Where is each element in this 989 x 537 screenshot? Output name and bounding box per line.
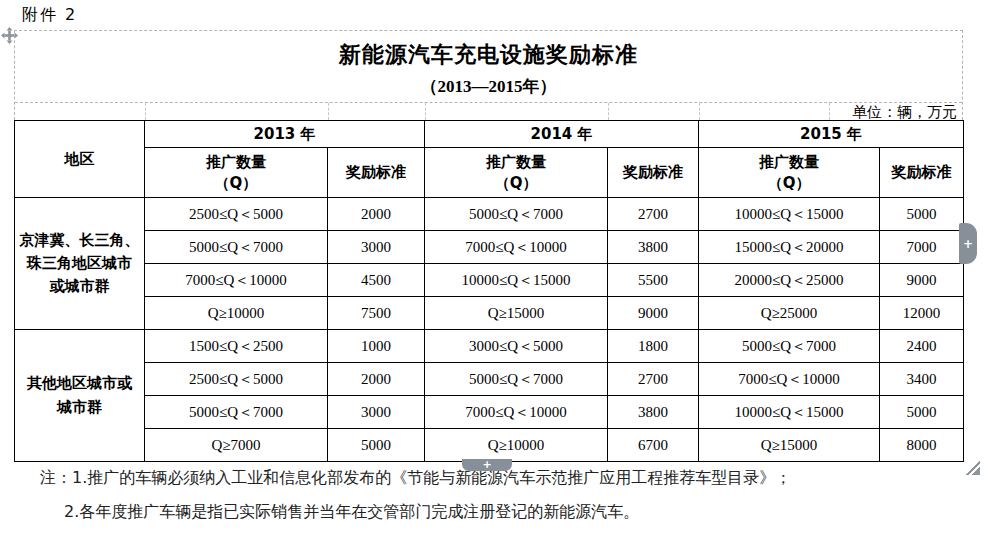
data-cell: 9000 bbox=[608, 297, 699, 330]
table-resize-handle-icon[interactable] bbox=[966, 461, 980, 475]
region-header-cell: 地区 bbox=[15, 121, 145, 198]
add-column-button[interactable]: + bbox=[959, 223, 977, 264]
note-line-2: 2.各年度推广车辆是指已实际销售并当年在交管部门完成注册登记的新能源汽车。 bbox=[64, 502, 964, 523]
data-cell: 5000≤Q＜7000 bbox=[425, 198, 608, 231]
data-cell: 2500≤Q＜5000 bbox=[145, 198, 328, 231]
table-row: Q≥7000 5000 Q≥10000 6700 Q≥15000 8000 bbox=[15, 429, 964, 462]
data-cell: 3800 bbox=[608, 231, 699, 264]
data-cell: 3800 bbox=[608, 396, 699, 429]
gridline-tick bbox=[829, 103, 830, 120]
region-name-cell: 其他地区城市或 城市群 bbox=[15, 330, 145, 462]
data-cell: Q≥15000 bbox=[699, 429, 880, 462]
data-cell: 2700 bbox=[608, 198, 699, 231]
reward-standards-table: 地区 2013 年 2014 年 2015 年 推广数量 （Q） 奖励标准 推广… bbox=[14, 120, 964, 462]
table-row: 7000≤Q＜10000 4500 10000≤Q＜15000 5500 200… bbox=[15, 264, 964, 297]
data-cell: 10000≤Q＜15000 bbox=[699, 396, 880, 429]
data-cell: 5000≤Q＜7000 bbox=[425, 363, 608, 396]
sub-header-row: 推广数量 （Q） 奖励标准 推广数量 （Q） 奖励标准 推广数量 （Q） 奖励标… bbox=[15, 148, 964, 198]
reward-header-2013: 奖励标准 bbox=[328, 148, 425, 198]
data-cell: 1800 bbox=[608, 330, 699, 363]
data-cell: 4500 bbox=[328, 264, 425, 297]
data-cell: 2000 bbox=[328, 363, 425, 396]
gridline-tick bbox=[608, 103, 609, 120]
data-cell: 5000 bbox=[328, 429, 425, 462]
data-cell: 1000 bbox=[328, 330, 425, 363]
reward-header-2014: 奖励标准 bbox=[608, 148, 699, 198]
data-cell: 2400 bbox=[880, 330, 964, 363]
table-title: 新能源汽车充电设施奖励标准 bbox=[15, 40, 962, 70]
year-header-row: 地区 2013 年 2014 年 2015 年 bbox=[15, 121, 964, 148]
document-page: 附件 2 新能源汽车充电设施奖励标准 （2013—2015年） 单位：辆，万元 bbox=[0, 0, 989, 537]
gridline-tick bbox=[425, 103, 426, 120]
qty-header-2013: 推广数量 （Q） bbox=[145, 148, 328, 198]
gridline-tick bbox=[145, 103, 146, 120]
data-cell: 9000 bbox=[880, 264, 964, 297]
data-cell: Q≥7000 bbox=[145, 429, 328, 462]
data-cell: Q≥15000 bbox=[425, 297, 608, 330]
data-cell: 12000 bbox=[880, 297, 964, 330]
gridline-tick bbox=[328, 103, 329, 120]
data-cell: 7000≤Q＜10000 bbox=[425, 396, 608, 429]
data-cell: Q≥25000 bbox=[699, 297, 880, 330]
data-cell: 20000≤Q＜25000 bbox=[699, 264, 880, 297]
table-subtitle: （2013—2015年） bbox=[15, 75, 962, 98]
data-cell: 5000≤Q＜7000 bbox=[699, 330, 880, 363]
table-row: 2500≤Q＜5000 2000 5000≤Q＜7000 2700 7000≤Q… bbox=[15, 363, 964, 396]
table-row: 京津冀、长三角、 珠三角地区城市 或城市群 2500≤Q＜5000 2000 5… bbox=[15, 198, 964, 231]
note-line-1: 注：1.推广的车辆必须纳入工业和信息化部发布的《节能与新能源汽车示范推广应用工程… bbox=[40, 468, 970, 489]
data-cell: 10000≤Q＜15000 bbox=[425, 264, 608, 297]
data-cell: 7000≤Q＜10000 bbox=[699, 363, 880, 396]
data-cell: 3400 bbox=[880, 363, 964, 396]
year-header-2015: 2015 年 bbox=[699, 121, 964, 148]
table-row: 5000≤Q＜7000 3000 7000≤Q＜10000 3800 10000… bbox=[15, 396, 964, 429]
plus-icon: + bbox=[963, 238, 973, 250]
data-cell: 15000≤Q＜20000 bbox=[699, 231, 880, 264]
add-row-button[interactable]: + bbox=[462, 459, 512, 471]
qty-header-2015: 推广数量 （Q） bbox=[699, 148, 880, 198]
year-header-2013: 2013 年 bbox=[145, 121, 425, 148]
qty-header-2014: 推广数量 （Q） bbox=[425, 148, 608, 198]
data-cell: 2500≤Q＜5000 bbox=[145, 363, 328, 396]
region-name-cell: 京津冀、长三角、 珠三角地区城市 或城市群 bbox=[15, 198, 145, 330]
data-cell: 2700 bbox=[608, 363, 699, 396]
data-cell: 7500 bbox=[328, 297, 425, 330]
data-cell: 2000 bbox=[328, 198, 425, 231]
data-cell: 5500 bbox=[608, 264, 699, 297]
data-cell: 10000≤Q＜15000 bbox=[699, 198, 880, 231]
data-cell: 7000≤Q＜10000 bbox=[425, 231, 608, 264]
data-cell: 8000 bbox=[880, 429, 964, 462]
data-cell: 1500≤Q＜2500 bbox=[145, 330, 328, 363]
table-row: 其他地区城市或 城市群 1500≤Q＜2500 1000 3000≤Q＜5000… bbox=[15, 330, 964, 363]
table-row: 5000≤Q＜7000 3000 7000≤Q＜10000 3800 15000… bbox=[15, 231, 964, 264]
data-cell: 7000 bbox=[880, 231, 964, 264]
gridline-tick bbox=[699, 103, 700, 120]
data-cell: 3000 bbox=[328, 396, 425, 429]
data-cell: 5000≤Q＜7000 bbox=[145, 231, 328, 264]
year-header-2014: 2014 年 bbox=[425, 121, 699, 148]
reward-header-2015: 奖励标准 bbox=[880, 148, 964, 198]
data-cell: 5000 bbox=[880, 396, 964, 429]
unit-note: 单位：辆，万元 bbox=[852, 103, 957, 121]
data-cell: Q≥10000 bbox=[145, 297, 328, 330]
table-title-frame: 新能源汽车充电设施奖励标准 （2013—2015年） 单位：辆，万元 bbox=[14, 30, 963, 120]
data-cell: Q≥10000 bbox=[425, 429, 608, 462]
plus-icon: + bbox=[482, 459, 491, 470]
data-cell: 3000 bbox=[328, 231, 425, 264]
data-cell: 5000 bbox=[880, 198, 964, 231]
table-row: Q≥10000 7500 Q≥15000 9000 Q≥25000 12000 bbox=[15, 297, 964, 330]
data-cell: 5000≤Q＜7000 bbox=[145, 396, 328, 429]
data-cell: 6700 bbox=[608, 429, 699, 462]
data-cell: 3000≤Q＜5000 bbox=[425, 330, 608, 363]
unit-row: 单位：辆，万元 bbox=[15, 102, 962, 120]
attachment-label: 附件 2 bbox=[22, 5, 77, 26]
data-cell: 7000≤Q＜10000 bbox=[145, 264, 328, 297]
